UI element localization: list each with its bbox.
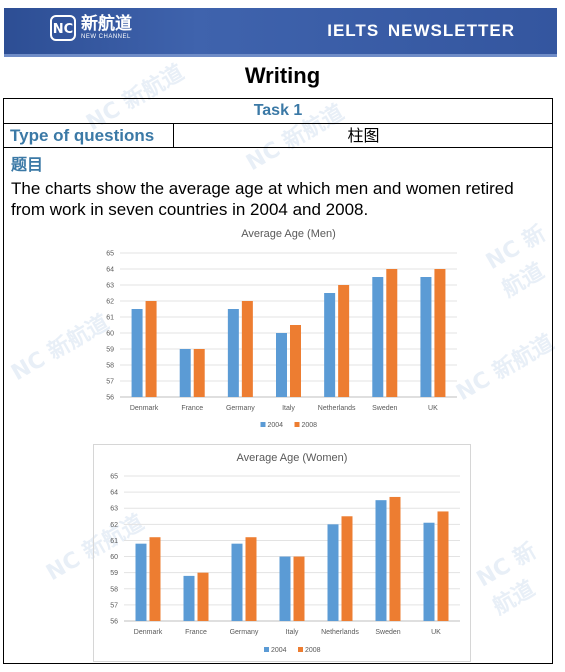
y-tick-label: 64	[110, 490, 118, 497]
y-tick-label: 62	[106, 299, 114, 306]
bar-2008-france	[193, 349, 205, 397]
bar-2004-uk	[423, 522, 435, 621]
task-prompt: The charts show the average age at which…	[11, 179, 514, 219]
bar-2004-italy	[276, 333, 287, 397]
y-tick-label: 63	[106, 283, 114, 290]
legend-label: 2004	[268, 422, 284, 429]
category-label: Germany	[230, 629, 259, 636]
category-label: Netherlands	[318, 405, 356, 412]
bar-2004-france	[179, 349, 191, 397]
bar-2008-germany	[245, 537, 257, 621]
bar-2008-denmark	[149, 537, 161, 621]
category-label: Sweden	[372, 405, 397, 412]
y-tick-label: 61	[110, 538, 118, 545]
bar-2004-sweden	[375, 500, 387, 621]
y-tick-label: 64	[106, 267, 114, 274]
y-tick-label: 57	[110, 602, 118, 609]
category-label: Sweden	[375, 629, 400, 636]
bar-2008-italy	[293, 556, 305, 621]
bar-2004-netherlands	[327, 524, 339, 621]
y-tick-label: 57	[106, 379, 114, 386]
category-label: Netherlands	[321, 629, 359, 636]
category-label: Italy	[282, 405, 295, 412]
bar-2008-uk	[434, 269, 446, 397]
page-title: Writing	[244, 63, 321, 88]
bar-2004-france	[183, 575, 195, 621]
bar-2004-uk	[420, 277, 432, 397]
chart-title: Average Age (Women)	[237, 452, 348, 464]
bar-2004-germany	[227, 309, 239, 397]
y-tick-label: 60	[110, 554, 118, 561]
category-label: France	[185, 629, 207, 636]
legend-swatch	[264, 647, 269, 652]
topic-label: 题目	[11, 155, 44, 174]
y-tick-label: 65	[110, 474, 118, 481]
bar-2008-germany	[241, 301, 253, 397]
bar-2008-sweden	[389, 496, 401, 621]
category-label: Denmark	[134, 629, 163, 636]
legend-swatch	[294, 422, 300, 427]
bar-2004-denmark	[135, 543, 147, 621]
bar-2008-netherlands	[341, 516, 353, 621]
bar-2008-sweden	[386, 269, 398, 397]
bar-2004-italy	[279, 556, 291, 621]
bar-2004-germany	[231, 543, 243, 621]
y-tick-label: 58	[106, 363, 114, 370]
type-of-questions-label: Type of questions	[4, 124, 174, 147]
category-label: Germany	[226, 405, 255, 412]
y-tick-label: 63	[110, 506, 118, 513]
legend-swatch	[260, 422, 266, 427]
bar-2008-italy	[290, 325, 301, 397]
y-tick-label: 60	[106, 331, 114, 338]
chart-men: Average Age (Men) 56 57 58 59 60 61 62 63 64 65 Den…	[93, 222, 468, 440]
bar-2004-netherlands	[324, 293, 336, 397]
legend-label: 2004	[271, 647, 287, 654]
legend-swatch	[298, 647, 303, 652]
y-tick-label: 58	[110, 586, 118, 593]
newsletter-title: IELTS NEWSLETTER	[327, 21, 515, 40]
category-label: UK	[428, 405, 438, 412]
bar-2004-denmark	[131, 309, 143, 397]
bar-2008-uk	[437, 511, 449, 621]
y-tick-label: 56	[110, 619, 118, 626]
chart-men-svg: Average Age (Men) 56 57 58 59 60 61 62 63 64 65 Den…	[106, 228, 457, 429]
y-tick-label: 61	[106, 315, 114, 322]
legend-label: 2008	[302, 422, 318, 429]
bar-2008-netherlands	[338, 285, 350, 397]
chart-women-svg: Average Age (Women) 56 57 58 59 60 61 62 63 64 65 D…	[110, 452, 460, 654]
y-tick-label: 59	[106, 347, 114, 354]
header-banner: NC 新航道 NEW CHANNEL IELTS NEWSLETTER	[4, 8, 557, 54]
logo: NC 新航道 NEW CHANNEL	[50, 15, 132, 41]
logo-english-name: NEW CHANNEL	[81, 34, 131, 40]
chart-women: Average Age (Women) 56 57 58 59 60 61 62 63 64 65 D…	[93, 444, 471, 662]
type-of-questions-value: 柱图	[347, 126, 380, 145]
y-tick-label: 56	[106, 395, 114, 402]
category-label: UK	[431, 629, 441, 636]
task-frame: Task 1 Type of questions 柱图 题目 The chart…	[3, 98, 553, 664]
logo-badge-icon: NC	[50, 15, 76, 41]
y-tick-label: 65	[106, 251, 114, 258]
bar-2008-denmark	[145, 301, 157, 397]
logo-chinese-name: 新航道	[81, 14, 132, 34]
category-label: Italy	[286, 629, 299, 636]
banner-divider	[4, 54, 557, 57]
bar-2008-france	[197, 572, 209, 621]
task-heading: Task 1	[4, 99, 552, 124]
legend-label: 2008	[305, 647, 321, 654]
chart-title: Average Age (Men)	[241, 228, 336, 240]
type-of-questions-row: Type of questions 柱图	[4, 124, 552, 148]
y-tick-label: 62	[110, 522, 118, 529]
category-label: Denmark	[130, 405, 159, 412]
y-tick-label: 59	[110, 570, 118, 577]
bar-2004-sweden	[372, 277, 384, 397]
category-label: France	[181, 405, 203, 412]
